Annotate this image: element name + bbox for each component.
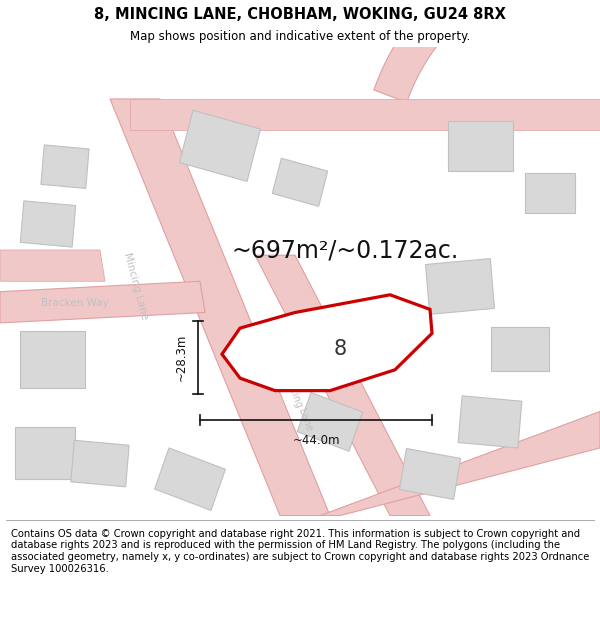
- Text: Mincing Lane: Mincing Lane: [122, 252, 150, 321]
- Polygon shape: [0, 281, 205, 323]
- Text: Bracken Way: Bracken Way: [41, 298, 109, 308]
- Polygon shape: [320, 411, 600, 516]
- Polygon shape: [425, 259, 494, 314]
- Text: ~697m²/~0.172ac.: ~697m²/~0.172ac.: [232, 238, 458, 262]
- Text: Map shows position and indicative extent of the property.: Map shows position and indicative extent…: [130, 30, 470, 43]
- Text: 8: 8: [334, 339, 347, 359]
- Polygon shape: [222, 295, 432, 391]
- Polygon shape: [525, 173, 575, 213]
- Polygon shape: [0, 250, 105, 281]
- Polygon shape: [71, 440, 129, 487]
- Text: 8, MINCING LANE, CHOBHAM, WOKING, GU24 8RX: 8, MINCING LANE, CHOBHAM, WOKING, GU24 8…: [94, 6, 506, 21]
- Polygon shape: [491, 327, 549, 371]
- Text: ~44.0m: ~44.0m: [292, 434, 340, 447]
- Polygon shape: [15, 427, 75, 479]
- Polygon shape: [400, 449, 461, 499]
- Polygon shape: [155, 448, 226, 511]
- Text: Lane: Lane: [296, 407, 314, 432]
- Polygon shape: [130, 99, 600, 130]
- Polygon shape: [448, 121, 512, 171]
- Polygon shape: [20, 201, 76, 247]
- Polygon shape: [272, 158, 328, 206]
- Text: Mincing: Mincing: [281, 371, 303, 410]
- Polygon shape: [374, 0, 600, 102]
- Text: Contains OS data © Crown copyright and database right 2021. This information is : Contains OS data © Crown copyright and d…: [11, 529, 589, 574]
- Polygon shape: [179, 110, 260, 181]
- Polygon shape: [41, 145, 89, 188]
- Polygon shape: [255, 255, 430, 516]
- Polygon shape: [298, 392, 362, 451]
- Polygon shape: [19, 331, 85, 388]
- Polygon shape: [458, 396, 522, 448]
- Polygon shape: [110, 99, 330, 516]
- Text: ~28.3m: ~28.3m: [175, 334, 188, 381]
